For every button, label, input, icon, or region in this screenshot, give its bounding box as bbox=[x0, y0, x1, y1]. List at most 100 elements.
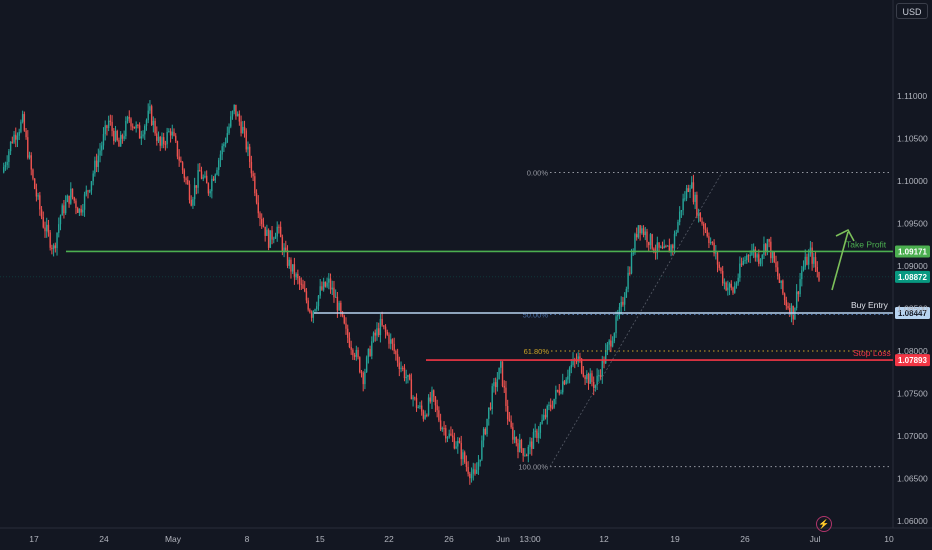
candle-body bbox=[353, 355, 356, 357]
candle-body bbox=[532, 432, 535, 449]
candle-body bbox=[157, 136, 160, 141]
candle-body bbox=[790, 305, 793, 316]
candle-body bbox=[703, 223, 705, 229]
current-price-label: 1.08872 bbox=[898, 273, 927, 282]
candle-body bbox=[295, 273, 297, 278]
candle-body bbox=[154, 120, 156, 134]
candle-body bbox=[116, 130, 118, 141]
candle-body bbox=[159, 136, 161, 146]
candle-body bbox=[281, 237, 284, 252]
candle-body bbox=[591, 373, 593, 382]
candle-body bbox=[63, 205, 65, 214]
candle-body bbox=[486, 418, 488, 435]
candle-body bbox=[438, 410, 440, 421]
candle-body bbox=[746, 255, 748, 261]
candle-body bbox=[813, 257, 815, 264]
candle-body bbox=[264, 226, 266, 236]
candle-body bbox=[799, 279, 801, 295]
candle-body bbox=[482, 428, 485, 441]
candle-body bbox=[262, 224, 265, 227]
x-tick-label: 8 bbox=[245, 534, 250, 544]
candle-body bbox=[362, 372, 364, 385]
candle-body bbox=[575, 360, 578, 362]
candle-body bbox=[352, 349, 354, 356]
candle-body bbox=[247, 146, 249, 150]
candle-body bbox=[333, 287, 335, 298]
candle-body bbox=[685, 188, 688, 199]
candle-body bbox=[579, 356, 581, 359]
candle-body bbox=[285, 247, 287, 251]
x-tick-label: Jun bbox=[496, 534, 510, 544]
candle-body bbox=[269, 230, 272, 248]
candle-body bbox=[27, 137, 29, 158]
y-tick-label: 1.08000 bbox=[897, 346, 928, 356]
candle-body bbox=[405, 376, 407, 379]
candle-body bbox=[219, 154, 222, 161]
candle-body bbox=[128, 117, 130, 119]
x-tick-label: May bbox=[165, 534, 182, 544]
candle-body bbox=[747, 255, 750, 257]
candle-body bbox=[200, 171, 203, 179]
candle-body bbox=[680, 210, 683, 212]
candle-body bbox=[598, 375, 600, 377]
candle-body bbox=[431, 390, 433, 402]
candle-body bbox=[125, 120, 127, 137]
candle-body bbox=[176, 141, 179, 157]
candle-body bbox=[727, 287, 729, 291]
candle-body bbox=[54, 245, 57, 249]
candle-body bbox=[379, 318, 382, 336]
candle-body bbox=[766, 239, 769, 252]
candle-body bbox=[408, 374, 411, 380]
candle-body bbox=[23, 114, 26, 131]
candle-body bbox=[580, 358, 583, 373]
candle-body bbox=[663, 246, 665, 249]
candle-body bbox=[39, 195, 41, 210]
price-axis-tag bbox=[895, 307, 930, 320]
candle-body bbox=[348, 337, 351, 347]
candle-body bbox=[273, 238, 275, 240]
candle-body bbox=[629, 272, 631, 274]
candle-body bbox=[660, 246, 662, 248]
candle-body bbox=[496, 379, 499, 388]
candle-body bbox=[73, 197, 75, 201]
candle-body bbox=[472, 469, 474, 474]
candle-body bbox=[178, 156, 180, 161]
x-tick-label: 24 bbox=[99, 534, 109, 544]
candle-body bbox=[286, 250, 289, 266]
candle-body bbox=[513, 436, 516, 440]
candle-body bbox=[777, 267, 779, 277]
candle-body bbox=[164, 143, 167, 145]
candle-body bbox=[783, 293, 786, 301]
candle-body bbox=[801, 270, 803, 280]
lightning-icon[interactable]: ⚡ bbox=[816, 516, 832, 532]
candle-body bbox=[364, 371, 366, 385]
candle-body bbox=[529, 441, 531, 447]
candle-body bbox=[259, 213, 261, 219]
candle-body bbox=[412, 397, 414, 400]
candle-body bbox=[376, 328, 378, 336]
x-tick-label: 19 bbox=[670, 534, 680, 544]
candle-body bbox=[479, 459, 481, 463]
candle-body bbox=[446, 437, 449, 439]
candle-body bbox=[484, 428, 487, 435]
candle-body bbox=[648, 242, 650, 246]
currency-label[interactable]: USD bbox=[896, 3, 928, 19]
candle-body bbox=[460, 442, 462, 460]
candle-body bbox=[763, 244, 765, 255]
candle-body bbox=[694, 194, 696, 202]
candle-body bbox=[758, 254, 760, 264]
candle-body bbox=[720, 267, 722, 272]
candle-body bbox=[537, 432, 540, 439]
candle-body bbox=[630, 253, 633, 274]
candle-body bbox=[627, 272, 629, 289]
candle-body bbox=[725, 282, 727, 291]
candle-body bbox=[546, 405, 548, 418]
candle-body bbox=[623, 297, 626, 305]
candle-body bbox=[601, 360, 603, 378]
candle-body bbox=[675, 232, 677, 234]
candle-body bbox=[450, 433, 452, 436]
candle-body bbox=[119, 135, 122, 147]
candle-body bbox=[3, 166, 5, 173]
candle-body bbox=[238, 113, 241, 122]
